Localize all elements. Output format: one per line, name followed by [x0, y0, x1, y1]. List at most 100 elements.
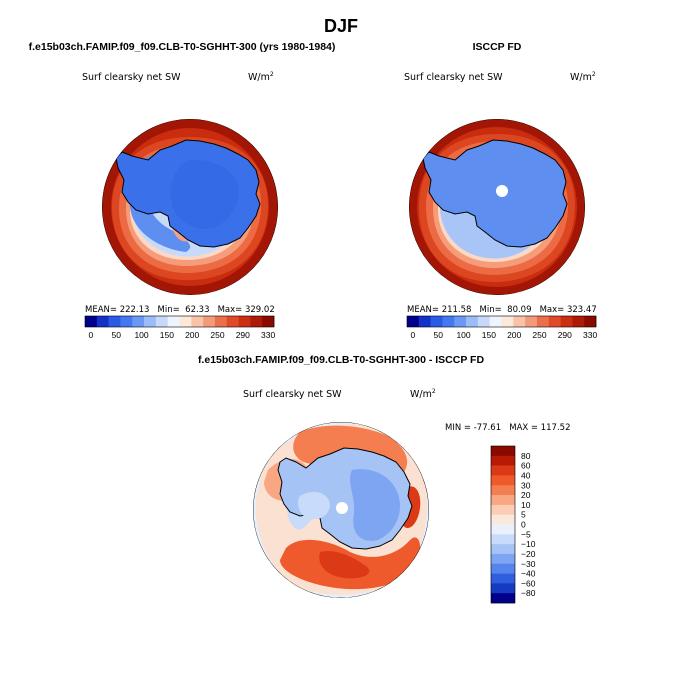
panel-model-units: W/m2	[248, 71, 274, 83]
colorbar-model-tick-label: 0	[89, 330, 94, 340]
colorbar-diff-tick-label: −80	[521, 588, 536, 598]
map-diff	[253, 422, 429, 598]
colorbar-diff-tick-label: 30	[521, 480, 531, 490]
colorbar-model-tick-label: 50	[111, 330, 121, 340]
colorbar-model-tick-label: 150	[160, 330, 174, 340]
map-model	[102, 119, 278, 295]
colorbar-obs-swatch	[572, 316, 585, 327]
colorbar-obs-swatch	[430, 316, 443, 327]
colorbar-obs-swatch	[548, 316, 561, 327]
colorbar-diff-swatch	[491, 524, 515, 535]
panel-diff-variable: Surf clearsky net SW	[243, 389, 342, 400]
colorbar-model-swatch	[250, 316, 263, 327]
colorbar-diff-swatch	[491, 485, 515, 496]
colorbar-diff-tick-label: 60	[521, 461, 531, 471]
map-obs-antarctica	[422, 139, 568, 248]
colorbar-diff-tick-label: −5	[521, 529, 531, 539]
colorbar-diff-swatch	[491, 475, 515, 486]
colorbar-obs-swatch	[418, 316, 431, 327]
colorbar-model-swatch	[108, 316, 121, 327]
colorbar-model-swatch	[203, 316, 216, 327]
colorbar-obs-swatch	[513, 316, 526, 327]
colorbar-diff-swatch	[491, 446, 515, 457]
colorbar-diff-tick-label: 5	[521, 510, 526, 520]
panel-obs-stats: MEAN= 211.58 Min= 80.09 Max= 323.47	[407, 305, 597, 315]
map-diff-west-anomaly	[298, 491, 330, 520]
colorbar-diff-tick-label: −40	[521, 569, 536, 579]
colorbar-obs-swatch	[584, 316, 597, 327]
colorbar-obs: 0 50 100 150 200 250 290 330	[406, 315, 597, 340]
colorbar-model-frame	[84, 315, 275, 328]
map-diff-pole-hole	[336, 502, 348, 514]
colorbar-diff-swatch	[491, 583, 515, 594]
panel-obs: ISCCP FD Surf clearsky net SW W/m2 MEAN=…	[404, 41, 597, 340]
panel-model-header: f.e15b03ch.FAMIP.f09_f09.CLB-T0-SGHHT-30…	[29, 41, 336, 53]
colorbar-obs-frame	[406, 315, 597, 328]
colorbar-diff-frame	[490, 445, 516, 604]
colorbar-obs-tick-label: 330	[583, 330, 597, 340]
colorbar-diff-swatch	[491, 465, 515, 476]
colorbar-obs-swatch	[536, 316, 550, 327]
colorbar-obs-swatch	[407, 316, 420, 327]
colorbar-diff-tick-label: 20	[521, 490, 531, 500]
panel-obs-header: ISCCP FD	[473, 41, 522, 53]
colorbar-obs-swatch	[466, 316, 479, 327]
panel-diff-stats: MIN = -77.61 MAX = 117.52	[445, 423, 570, 433]
colorbar-obs-tick-label: 0	[411, 330, 416, 340]
colorbar-obs-swatch	[442, 316, 455, 327]
colorbar-diff-swatch	[491, 563, 515, 574]
colorbar-diff-tick-label: 80	[521, 451, 531, 461]
colorbar-model-swatch	[226, 316, 239, 327]
colorbar-diff-tick-label: 0	[521, 520, 526, 530]
colorbar-model-swatch	[85, 316, 98, 327]
colorbar-diff-swatch	[491, 573, 515, 584]
colorbar-diff-swatch	[491, 593, 515, 604]
colorbar-diff-swatch	[491, 514, 515, 525]
colorbar-obs-swatch	[477, 316, 490, 327]
colorbar-diff-swatch	[491, 553, 515, 565]
colorbar-diff-tick-label: −60	[521, 578, 536, 588]
colorbar-model-tick-label: 330	[261, 330, 275, 340]
colorbar-obs-swatch	[560, 316, 573, 327]
colorbar-obs-tick-label: 250	[532, 330, 546, 340]
colorbar-diff-tick-label: 10	[521, 500, 531, 510]
panel-diff-units: W/m2	[410, 388, 436, 400]
colorbar-obs-tick-label: 290	[558, 330, 572, 340]
colorbar-model-swatch	[179, 316, 192, 327]
colorbar-diff-tick-label: −10	[521, 539, 536, 549]
colorbar-model-swatch	[144, 316, 157, 327]
colorbar-obs-tick-label: 50	[433, 330, 443, 340]
panel-diff-header: f.e15b03ch.FAMIP.f09_f09.CLB-T0-SGHHT-30…	[198, 354, 485, 366]
colorbar-diff-swatch	[491, 504, 515, 515]
colorbar-model-tick-label: 200	[185, 330, 199, 340]
colorbar-model-swatch	[167, 316, 180, 327]
map-obs-pole-hole	[496, 185, 508, 197]
colorbar-model-swatch	[132, 316, 145, 327]
panel-model: f.e15b03ch.FAMIP.f09_f09.CLB-T0-SGHHT-30…	[29, 41, 336, 340]
colorbar-model-swatch	[214, 316, 228, 327]
colorbar-model-tick-label: 290	[236, 330, 250, 340]
colorbar-diff-swatch	[491, 455, 515, 466]
colorbar-model-tick-label: 250	[210, 330, 224, 340]
panel-obs-variable: Surf clearsky net SW	[404, 72, 503, 83]
colorbar-obs-tick-label: 200	[507, 330, 521, 340]
colorbar-diff-tick-label: −20	[521, 549, 536, 559]
panel-obs-units: W/m2	[570, 71, 596, 83]
colorbar-diff-tick-label: −30	[521, 559, 536, 569]
colorbar-obs-swatch	[454, 316, 467, 327]
colorbar-obs-swatch	[525, 316, 538, 327]
colorbar-model-swatch	[262, 316, 275, 327]
colorbar-obs-swatch	[489, 316, 502, 327]
panel-model-variable: Surf clearsky net SW	[82, 72, 181, 83]
colorbar-model-tick-label: 100	[134, 330, 148, 340]
figure-title: DJF	[324, 16, 358, 36]
colorbar-model-swatch	[238, 316, 251, 327]
colorbar-diff-swatch	[491, 495, 515, 506]
colorbar-diff-tick-label: 40	[521, 470, 531, 480]
colorbar-diff-swatch	[491, 544, 515, 555]
map-diff-warm-core	[319, 550, 370, 579]
colorbar-model-swatch	[191, 316, 204, 327]
colorbar-obs-tick-label: 150	[482, 330, 496, 340]
